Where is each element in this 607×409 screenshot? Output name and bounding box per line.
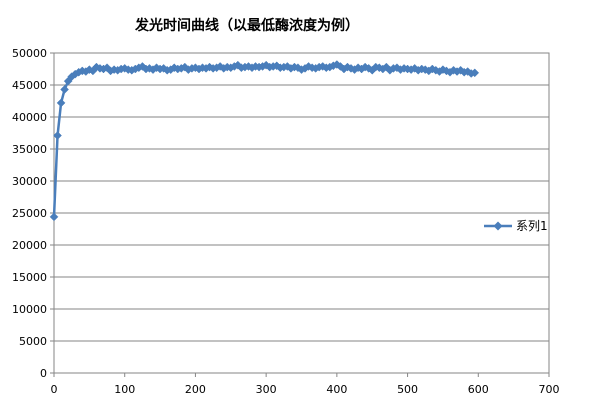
series-line <box>52 63 475 217</box>
y-tick-label: 35000 <box>12 143 47 156</box>
data-point-marker <box>336 62 345 71</box>
y-tick-label: 10000 <box>12 303 47 316</box>
y-tick-label: 5000 <box>19 335 47 348</box>
chart-title: 发光时间曲线（以最低酶浓度为例） <box>134 17 359 34</box>
y-tick-label: 15000 <box>12 271 47 284</box>
x-tick-label: 600 <box>468 383 489 396</box>
y-tick-label: 0 <box>40 367 47 380</box>
y-tick-label: 20000 <box>12 239 47 252</box>
y-tick-label: 50000 <box>12 47 47 60</box>
x-tick-label: 300 <box>256 383 277 396</box>
y-tick-label: 40000 <box>12 111 47 124</box>
series-layer <box>49 60 480 222</box>
x-tick-label: 400 <box>326 383 347 396</box>
x-tick-label: 500 <box>397 383 418 396</box>
data-point-marker <box>56 98 66 108</box>
x-tick-label: 200 <box>185 383 206 396</box>
x-tick-label: 100 <box>114 383 135 396</box>
y-tick-label: 45000 <box>12 79 47 92</box>
legend: 系列1 <box>484 219 548 233</box>
legend-label: 系列1 <box>516 219 548 233</box>
y-tick-label: 25000 <box>12 207 47 220</box>
grid-lines <box>54 52 549 342</box>
data-point-marker <box>138 62 147 71</box>
x-axis-ticks: 0 100 200 300 400 500 600 700 <box>51 373 560 396</box>
data-point-marker <box>49 212 59 222</box>
x-tick-label: 0 <box>51 383 58 396</box>
data-point-marker <box>60 85 69 94</box>
y-tick-label: 30000 <box>12 175 47 188</box>
legend-marker-diamond <box>493 221 503 231</box>
data-point-marker <box>53 131 62 140</box>
y-axis-ticks: 0 5000 10000 15000 20000 25000 30000 35000 40000… <box>12 47 54 380</box>
x-tick-label: 700 <box>539 383 560 396</box>
data-point-marker <box>470 68 480 78</box>
